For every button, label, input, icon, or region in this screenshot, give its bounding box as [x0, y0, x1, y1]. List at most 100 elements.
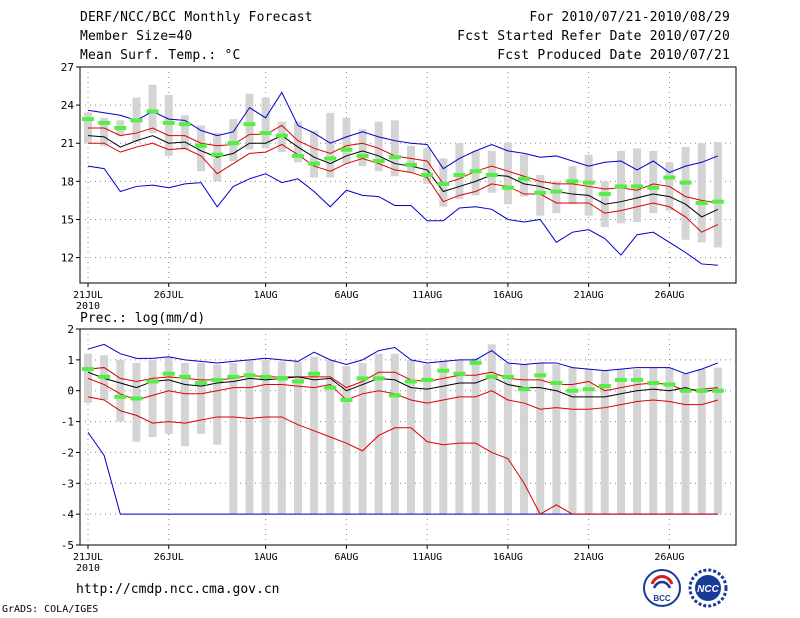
svg-text:NCC: NCC: [697, 584, 719, 595]
panel2-mean-marker: [259, 374, 272, 379]
forecast-period: For 2010/07/21-2010/08/29: [529, 10, 730, 25]
panel1-spread-box: [293, 121, 302, 163]
panel2-spread-box: [697, 369, 706, 515]
panel2-spread-box: [197, 362, 206, 434]
panel2-mean-marker: [485, 374, 498, 379]
panel2-spread-box: [148, 359, 157, 437]
panel2-mean-marker: [437, 368, 450, 373]
panel2-mean-marker: [663, 382, 676, 387]
panel1-mean-marker: [647, 185, 660, 190]
panel2-mean-marker: [647, 381, 660, 385]
panel2-mean-marker: [324, 385, 337, 390]
fcst-started-date: Fcst Started Refer Date 2010/07/20: [457, 29, 730, 44]
panel2-spread-box: [293, 361, 302, 515]
bcc-logo-icon: BCC: [643, 569, 681, 607]
panel1-mean-marker: [324, 156, 337, 161]
panel2-mean-marker: [679, 388, 692, 393]
panel1-mean-marker: [82, 117, 94, 122]
source-url[interactable]: http://cmdp.ncc.cma.gov.cn: [76, 582, 280, 597]
panel2-mean-marker: [421, 377, 434, 382]
panel2-mean-marker: [631, 377, 644, 382]
variable-label-temp: Mean Surf. Temp.: °C: [80, 48, 241, 63]
panel2-ytick-label: -1: [61, 416, 74, 429]
panel2-spread-box: [665, 367, 674, 515]
panel2-year-label: 2010: [76, 563, 100, 574]
panel2-mean-marker: [614, 377, 627, 382]
panel2-spread-box: [84, 353, 92, 404]
panel1-lower-quartile-line: [88, 142, 719, 233]
panel1-mean-marker: [340, 147, 353, 152]
panel1-mean-marker: [582, 180, 595, 185]
panel2-lower-quartile-line: [87, 377, 718, 410]
panel1-xtick-label: 26JUL: [154, 290, 184, 301]
panel2-spread-box: [261, 359, 270, 515]
panel2-spread-box: [520, 364, 529, 515]
panel1-mean-marker: [308, 161, 321, 166]
ncc-logo-icon: NCC: [688, 568, 728, 608]
variable-label-prec: Prec.: log(mm/d): [80, 311, 205, 326]
panel2-mean-marker: [598, 384, 611, 389]
panel2-mean-marker: [291, 379, 304, 384]
panel2-mean-marker: [82, 367, 94, 372]
panel1-mean-marker: [598, 192, 611, 197]
panel2-mean-marker: [550, 381, 563, 385]
panel2-mean-marker: [227, 374, 240, 379]
panel2-ytick-label: 2: [67, 323, 74, 336]
panel1-mean-marker: [614, 184, 627, 189]
panel1-mean-marker: [518, 176, 531, 181]
panel2-spread-box: [713, 367, 722, 515]
panel1-mean-marker: [437, 181, 450, 186]
panel2-ytick-label: -2: [61, 446, 74, 459]
panel1-upper-quartile-line: [88, 124, 718, 204]
panel1-spread-box: [229, 119, 238, 162]
panel2-spread-box: [342, 366, 351, 515]
panel2-xtick-label: 21JUL: [73, 552, 103, 563]
panel1-mean-marker: [211, 152, 224, 157]
panel1-min-line: [87, 165, 718, 266]
panel1-xtick-label: 21JUL: [73, 290, 103, 301]
panel1-spread-box: [374, 121, 383, 172]
panel1-spread-box: [423, 148, 432, 184]
panel1-mean-marker: [550, 189, 563, 194]
panel2-spread-box: [245, 359, 254, 515]
panel2-ytick-label: -5: [61, 539, 74, 552]
panel2-mean-marker: [146, 379, 159, 384]
panel2-spread-box: [633, 369, 642, 515]
member-size: Member Size=40: [80, 29, 193, 44]
panel2-spread-box: [681, 373, 690, 515]
panel2-mean-marker: [98, 374, 111, 379]
panel1-xtick-label: 26AUG: [654, 290, 684, 301]
panel2-mean-marker: [405, 379, 417, 384]
panel1-spread-box: [697, 143, 706, 243]
panel1-mean-marker: [130, 118, 143, 123]
panel2-spread-box: [407, 359, 415, 515]
panel2-spread-box: [310, 356, 319, 515]
panel2-ytick-label: -3: [61, 477, 74, 490]
fcst-produced-date: Fcst Produced Date 2010/07/21: [497, 48, 730, 63]
panel1-spread-box: [310, 130, 319, 178]
panel2-mean-marker: [566, 388, 579, 393]
panel1-mean-marker: [146, 109, 159, 114]
panel2-xtick-label: 11AUG: [412, 552, 442, 563]
panel2-max-line: [87, 343, 719, 375]
panel2-spread-box: [552, 364, 561, 515]
panel1-xtick-label: 11AUG: [412, 290, 442, 301]
panel2-spread-box: [277, 361, 286, 515]
panel2-tenth-percentile-line: [87, 396, 718, 515]
panel2-spread-box: [132, 362, 141, 442]
panel2-mean-marker: [372, 376, 385, 381]
panel1-mean-marker: [195, 143, 208, 148]
panel1-ytick-label: 12: [61, 252, 74, 265]
grads-credit: GrADS: COLA/IGES: [2, 604, 99, 615]
panel2-mean-marker: [388, 393, 401, 398]
panel1-spread-box: [148, 84, 157, 134]
panel2-spread-box: [116, 359, 125, 422]
panel2-mean-marker: [340, 397, 353, 402]
panel2-spread-box: [374, 353, 383, 515]
panel2-spread-box: [164, 356, 173, 434]
panel2-ytick-label: -4: [61, 508, 75, 521]
panel1-spread-box: [503, 143, 512, 205]
panel2-xtick-label: 26AUG: [654, 552, 684, 563]
panel1-mean-marker: [98, 120, 111, 125]
